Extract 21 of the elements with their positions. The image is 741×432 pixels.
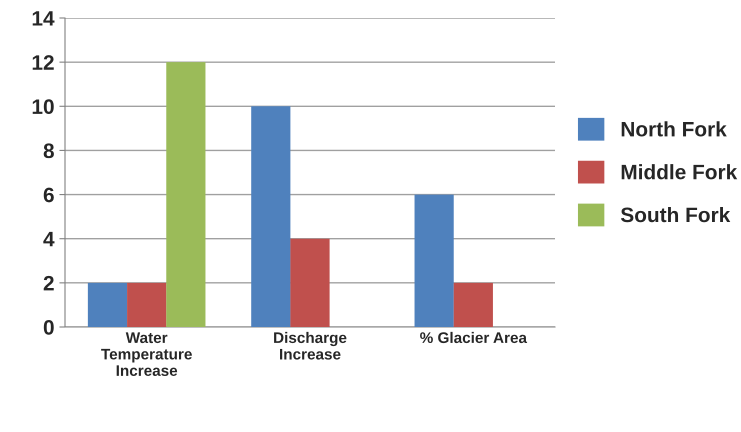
legend-label: North Fork	[622, 121, 727, 137]
y-tick-label: 10	[32, 99, 54, 114]
y-tick-label: 12	[32, 55, 54, 70]
y-tick-label: 2	[44, 276, 54, 290]
bar	[414, 194, 454, 327]
bar	[251, 106, 290, 327]
legend-label: Middle Fork	[622, 164, 738, 180]
y-tick-label: 4	[43, 232, 54, 246]
bar	[166, 62, 206, 327]
bar	[290, 238, 330, 327]
x-tick-label: Discharge Increase	[274, 332, 346, 360]
y-tick-label: 0	[44, 320, 54, 335]
legend-label: South Fork	[620, 206, 730, 222]
bar	[88, 282, 128, 327]
x-tick-label: % Glacier Area	[420, 332, 528, 344]
y-tick-label: 14	[32, 11, 54, 26]
y-tick-label: 8	[44, 143, 54, 158]
bar	[127, 282, 166, 327]
y-tick-label: 6	[44, 188, 54, 202]
bar	[454, 282, 493, 327]
x-tick-label: Water Temperature Increase	[101, 332, 192, 376]
